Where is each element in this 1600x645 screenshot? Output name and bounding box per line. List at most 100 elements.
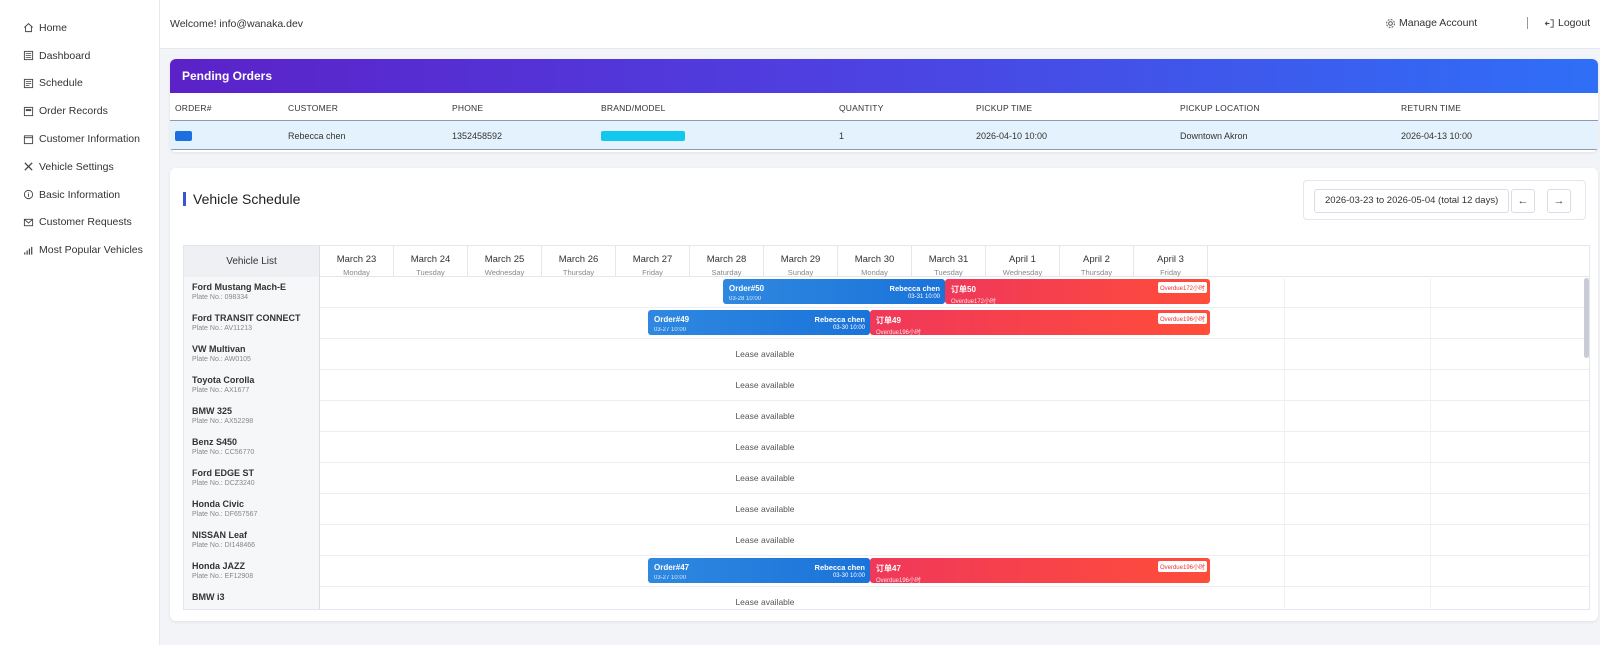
day-weekday: Thursday: [562, 268, 595, 277]
vehicle-cell[interactable]: Toyota Corolla Plate No.: AX1677: [184, 370, 320, 401]
pending-orders-title: Pending Orders: [170, 59, 1598, 93]
sidebar-item-order-records[interactable]: Order Records: [0, 97, 159, 125]
date-range-controls: 2026-03-23 to 2026-05-04 (total 12 days)…: [1303, 180, 1586, 220]
vehicle-cell[interactable]: Honda JAZZ Plate No.: EF12908: [184, 556, 320, 587]
vehicle-name: VW Multivan: [192, 344, 246, 354]
vehicle-cell[interactable]: Ford EDGE ST Plate No.: DCZ3240: [184, 463, 320, 494]
vehicle-plate: Plate No.: AX52298: [192, 418, 254, 425]
day-header: March 28 Saturday: [690, 246, 764, 277]
customer-cell: Rebecca chen: [288, 131, 346, 141]
vehicle-name: Honda JAZZ: [192, 561, 245, 571]
overdue-badge: Overdue196小时: [1157, 561, 1207, 572]
day-header: March 25 Wednesday: [468, 246, 542, 277]
sidebar: Home Dashboard Schedule Order Records Cu…: [0, 0, 160, 645]
vehicle-cell[interactable]: BMW 325 Plate No.: AX52298: [184, 401, 320, 432]
sidebar-item-basic-information[interactable]: Basic Information: [0, 181, 159, 209]
sidebar-item-label: Vehicle Settings: [39, 160, 114, 173]
sidebar-item-label: Dashboard: [39, 49, 91, 62]
day-date: March 31: [928, 254, 969, 265]
pending-orders-card: Pending Orders ORDER# CUSTOMER PHONE BRA…: [170, 59, 1598, 152]
vehicle-cell[interactable]: BMW i3: [184, 587, 320, 609]
overdue-bar[interactable]: 订单49 Overdue196小时 Overdue196小时: [870, 310, 1210, 335]
day-date: April 3: [1157, 254, 1184, 265]
day-weekday: Saturday: [711, 268, 742, 277]
vehicle-schedule-card: Vehicle Schedule 2026-03-23 to 2026-05-0…: [170, 168, 1598, 621]
sidebar-item-vehicle-settings[interactable]: Vehicle Settings: [0, 153, 159, 181]
lease-available-label: Lease available: [735, 380, 795, 390]
overdue-bar[interactable]: 订单50 Overdue172小时 Overdue172小时: [945, 279, 1210, 304]
manage-account-link[interactable]: Manage Account: [1385, 17, 1477, 29]
sidebar-item-schedule[interactable]: Schedule: [0, 70, 159, 98]
overdue-order-label: 订单49: [876, 316, 901, 325]
bar-chart-icon: [22, 244, 34, 256]
booking-bar[interactable]: Order#50 03-28 10:00 Rebecca chen 03-31 …: [723, 279, 945, 304]
column-header: PICKUP LOCATION: [1180, 103, 1260, 113]
logout-link[interactable]: Logout: [1544, 17, 1590, 29]
sidebar-item-home[interactable]: Home: [0, 14, 159, 42]
vehicle-plate: Plate No.: DF657567: [192, 511, 258, 518]
vehicle-plate: Plate No.: DCZ3240: [192, 480, 255, 487]
prev-arrow-button[interactable]: ←: [1511, 189, 1535, 213]
sidebar-item-dashboard[interactable]: Dashboard: [0, 42, 159, 70]
vehicle-cell[interactable]: Honda Civic Plate No.: DF657567: [184, 494, 320, 525]
grid-divider: [1284, 278, 1285, 608]
vehicle-cell[interactable]: Benz S450 Plate No.: CC56770: [184, 432, 320, 463]
schedule-icon: [22, 77, 34, 89]
column-header: BRAND/MODEL: [601, 103, 666, 113]
schedule-grid: Vehicle List March 23 Monday March 24 Tues…: [183, 245, 1590, 610]
gear-icon: [1386, 18, 1395, 28]
vehicle-cell[interactable]: VW Multivan Plate No.: AW0105: [184, 339, 320, 370]
mail-icon: [22, 216, 34, 228]
lease-available-label: Lease available: [735, 473, 795, 483]
vehicle-cell[interactable]: Ford Mustang Mach-E Plate No.: 098334: [184, 277, 320, 308]
date-range-button[interactable]: 2026-03-23 to 2026-05-04 (total 12 days): [1314, 189, 1510, 213]
vehicle-plate: Plate No.: 098334: [192, 294, 249, 301]
day-weekday: Tuesday: [416, 268, 445, 277]
overdue-duration: Overdue196小时: [876, 578, 922, 583]
day-header: April 1 Wednesday: [986, 246, 1060, 277]
sidebar-item-customer-requests[interactable]: Customer Requests: [0, 209, 159, 237]
vehicle-name: Honda Civic: [192, 499, 245, 509]
logout-icon: [1544, 18, 1554, 28]
column-header: PICKUP TIME: [976, 103, 1033, 113]
column-header: RETURN TIME: [1401, 103, 1462, 113]
sidebar-item-customer-information[interactable]: Customer Information: [0, 125, 159, 153]
sidebar-item-label: Schedule: [39, 77, 83, 90]
schedule-grid-header: Vehicle List March 23 Monday March 24 Tues…: [184, 246, 1589, 277]
brand-model-tag: [601, 131, 685, 141]
return-time-cell: 2026-04-13 10:00: [1401, 131, 1473, 141]
vertical-scrollbar[interactable]: [1584, 278, 1589, 358]
vehicle-plate: Plate No.: EF12908: [192, 573, 254, 580]
day-date: March 28: [706, 254, 747, 265]
order-number-chip[interactable]: [175, 131, 192, 141]
lease-available-label: Lease available: [735, 535, 795, 545]
booking-order-label: Order#49: [654, 315, 690, 324]
day-date: April 1: [1009, 254, 1036, 265]
sidebar-item-most-popular-vehicles[interactable]: Most Popular Vehicles: [0, 236, 159, 264]
vehicle-cell[interactable]: NISSAN Leaf Plate No.: DI148466: [184, 525, 320, 556]
logout-label: Logout: [1558, 17, 1591, 29]
booking-bar[interactable]: Order#47 03-27 10:00 Rebecca chen 03-30 …: [648, 558, 870, 583]
vehicle-row: Honda JAZZ Plate No.: EF12908 Order#47 0…: [184, 556, 1589, 587]
day-date: March 23: [336, 254, 377, 265]
overdue-badge: Overdue172小时: [1157, 282, 1207, 293]
sidebar-item-label: Basic Information: [39, 188, 121, 201]
table-row[interactable]: Rebecca chen 1352458592 1 2026-04-10 10:…: [170, 121, 1598, 150]
tools-icon: [22, 161, 34, 173]
vehicle-row: Benz S450 Plate No.: CC56770 Lease avail…: [184, 432, 1589, 463]
booking-bar[interactable]: Order#49 03-27 10:00 Rebecca chen 03-30 …: [648, 310, 870, 335]
column-header: PHONE: [452, 103, 484, 113]
dashboard-icon: [22, 50, 34, 62]
header-divider: [1527, 17, 1528, 29]
booking-order-label: Order#47: [654, 563, 690, 572]
booking-start-time: 03-28 10:00: [729, 296, 762, 302]
vehicle-name: Ford TRANSIT CONNECT: [192, 313, 301, 323]
next-arrow-button[interactable]: →: [1547, 189, 1571, 213]
overdue-bar[interactable]: 订单47 Overdue196小时 Overdue196小时: [870, 558, 1210, 583]
sidebar-item-label: Customer Information: [39, 133, 140, 146]
sidebar-item-label: Customer Requests: [39, 216, 132, 229]
lease-available-label: Lease available: [735, 411, 795, 421]
vehicle-cell[interactable]: Ford TRANSIT CONNECT Plate No.: AV11213: [184, 308, 320, 339]
pickup-time-cell: 2026-04-10 10:00: [976, 131, 1048, 141]
day-date: March 30: [854, 254, 895, 265]
